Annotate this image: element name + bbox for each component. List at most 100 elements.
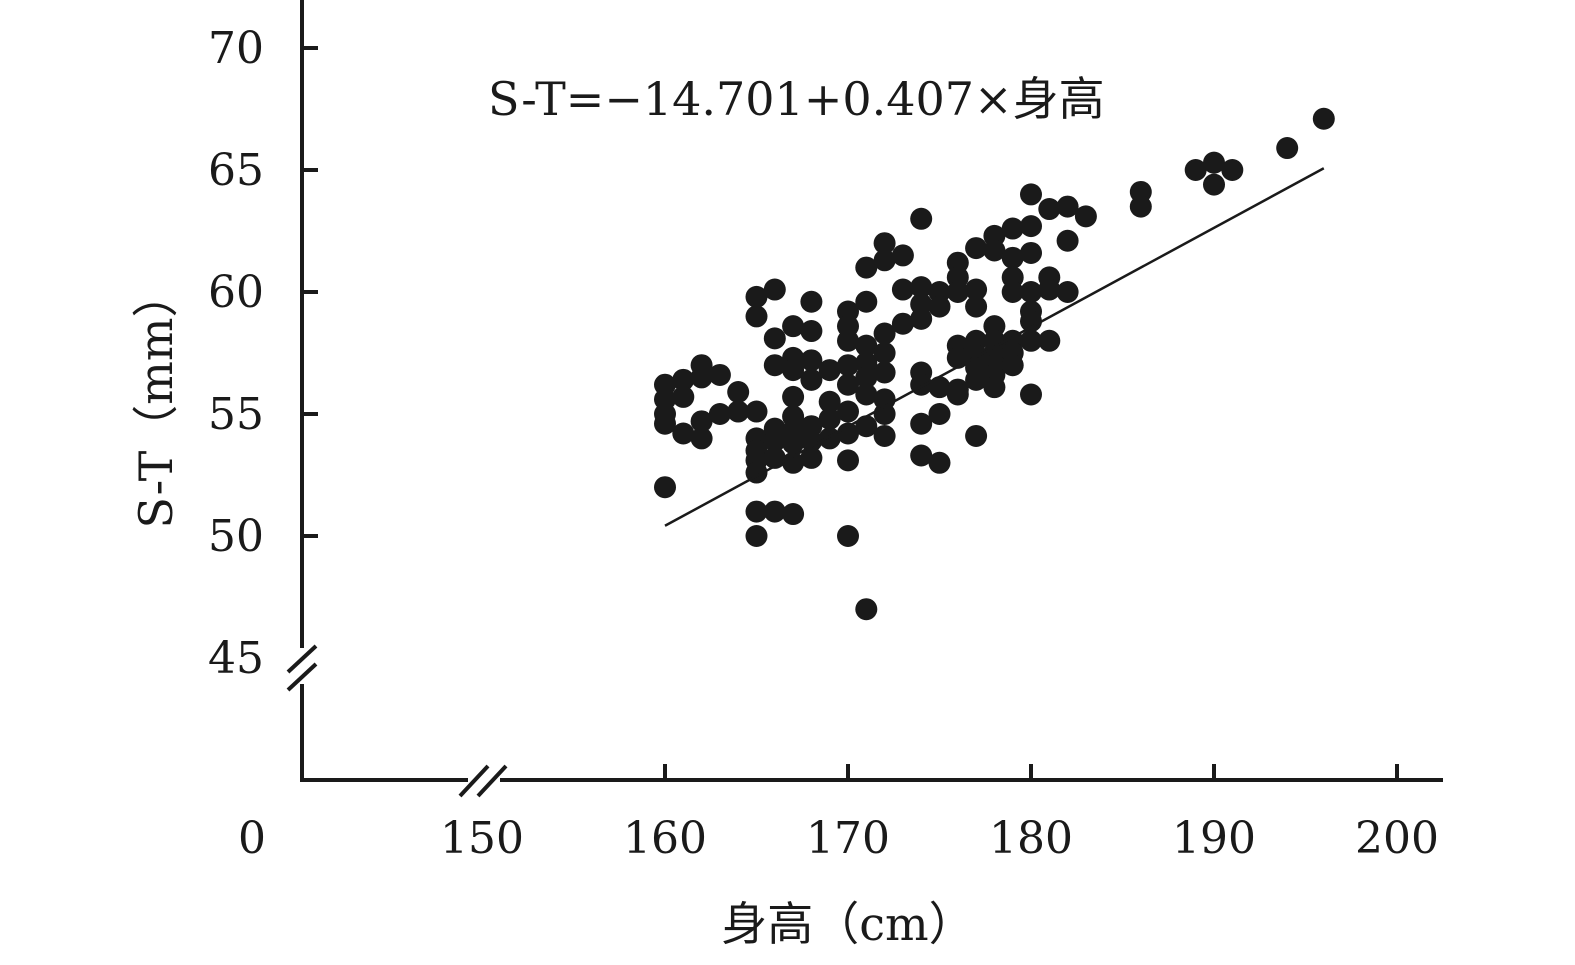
data-point (1312, 107, 1335, 130)
data-point (782, 503, 805, 526)
data-point (1074, 205, 1097, 228)
data-point (946, 383, 969, 406)
data-point (1001, 354, 1024, 377)
data-point (1056, 229, 1079, 252)
data-point (800, 290, 823, 313)
data-point (745, 500, 768, 523)
regression-line (664, 167, 1325, 527)
data-point (672, 385, 695, 408)
y-axis-break-mark (286, 644, 318, 692)
data-point (818, 390, 841, 413)
data-point (782, 315, 805, 338)
x-axis-break-mark (458, 764, 508, 798)
data-point (782, 359, 805, 382)
data-point (1184, 159, 1207, 181)
data-point (855, 334, 878, 357)
data-point (928, 451, 951, 474)
data-point (672, 368, 695, 391)
data-point (745, 525, 768, 547)
data-point (654, 412, 676, 435)
regression-equation: S-T=−14.701+0.407×身高 (488, 72, 1105, 126)
x-tick-label-170: 170 (806, 813, 890, 864)
x-axis-ticks: 150 160 170 180 190 200 (440, 764, 1439, 864)
data-point (763, 278, 786, 301)
data-point (800, 429, 823, 452)
data-point (1020, 281, 1042, 303)
data-point (763, 500, 786, 523)
data-point (910, 412, 933, 435)
y-tick-label-55: 55 (208, 389, 264, 440)
y-tick-label-65: 65 (208, 145, 264, 196)
data-point (782, 432, 805, 455)
x-tick-label-150: 150 (440, 813, 524, 864)
data-point (1020, 329, 1042, 352)
data-point (800, 368, 823, 391)
data-point (727, 381, 750, 404)
data-point (873, 249, 896, 272)
data-point (965, 424, 988, 447)
data-point (891, 244, 914, 267)
data-point (818, 359, 841, 382)
y-axis-ticks: 45 50 55 60 65 70 (208, 23, 318, 684)
data-point (672, 422, 695, 445)
x-axis-title: 身高（cm） (721, 897, 974, 951)
y-tick-label-45: 45 (208, 633, 264, 684)
data-point (727, 400, 750, 423)
data-point (891, 278, 914, 301)
data-point (855, 383, 878, 406)
data-point (837, 354, 859, 377)
data-point (946, 281, 969, 303)
data-point (1001, 281, 1024, 303)
data-point (983, 376, 1006, 399)
data-point (708, 403, 731, 425)
x-tick-label-200: 200 (1355, 813, 1439, 864)
data-point (1056, 195, 1079, 218)
data-point (1020, 183, 1042, 206)
data-point (965, 237, 988, 260)
data-point (745, 305, 768, 328)
data-point (837, 400, 859, 423)
data-point (763, 327, 786, 350)
data-point (1038, 278, 1061, 301)
data-point (873, 232, 896, 255)
y-tick-label-60: 60 (208, 267, 264, 318)
data-point (690, 410, 713, 433)
data-point (763, 354, 786, 377)
data-point (690, 427, 713, 450)
y-tick-label-70: 70 (208, 23, 264, 74)
data-point (763, 429, 786, 452)
data-point (855, 290, 878, 313)
data-point (837, 449, 859, 472)
data-point (855, 598, 878, 621)
data-point (873, 342, 896, 364)
data-point (837, 373, 859, 396)
y-axis-title: S-T（mm） (129, 271, 183, 528)
x-axis-origin-label: 0 (238, 813, 266, 864)
x-tick-label-180: 180 (989, 813, 1073, 864)
data-point (782, 451, 805, 474)
data-point (782, 385, 805, 408)
data-point (855, 256, 878, 279)
data-point (654, 476, 676, 499)
axes (286, 0, 1443, 798)
data-point (708, 363, 731, 386)
data-point (1020, 310, 1042, 333)
data-point (928, 403, 951, 425)
data-point (983, 239, 1006, 262)
y-tick-label-50: 50 (208, 511, 264, 562)
data-point (1203, 173, 1225, 196)
data-points (654, 107, 1335, 621)
data-point (745, 285, 768, 308)
data-point (1276, 137, 1299, 160)
data-point (873, 322, 896, 345)
data-point (928, 376, 951, 399)
data-point (1203, 151, 1225, 174)
data-point (910, 307, 933, 330)
data-point (818, 407, 841, 430)
data-point (745, 400, 768, 423)
data-point (837, 422, 859, 445)
data-point (873, 424, 896, 447)
data-point (1001, 246, 1024, 269)
data-point (837, 329, 859, 352)
